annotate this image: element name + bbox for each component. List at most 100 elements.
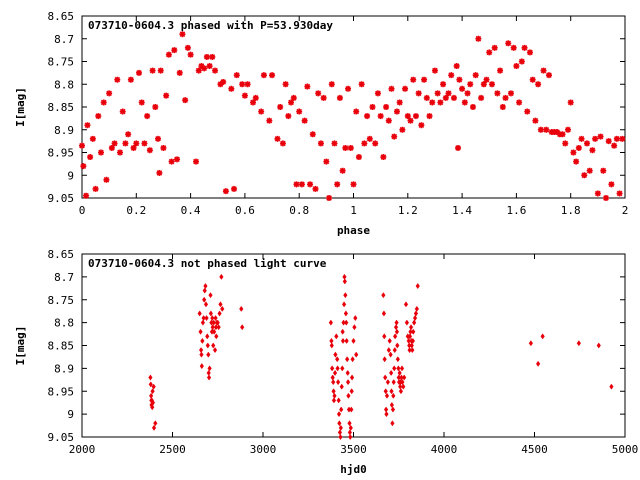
data-point	[146, 147, 153, 154]
data-point	[592, 135, 599, 142]
data-point	[150, 404, 155, 411]
data-point	[387, 337, 392, 344]
data-point	[198, 347, 204, 354]
data-point	[228, 85, 235, 92]
data-point	[456, 76, 463, 83]
data-point	[222, 188, 229, 195]
data-point	[201, 315, 206, 322]
data-point	[389, 401, 394, 409]
data-point	[397, 369, 402, 376]
x-tick-label: 2500	[159, 443, 186, 456]
y-tick-label: 8.7	[54, 33, 74, 46]
data-point	[464, 90, 471, 97]
plot-frame	[81, 15, 626, 199]
data-point	[345, 85, 352, 92]
data-point	[401, 383, 406, 390]
data-point	[329, 342, 334, 349]
x-tick-label: 1.2	[398, 204, 418, 217]
data-point	[385, 117, 392, 124]
y-tick-label: 8.85	[48, 340, 75, 353]
data-point	[410, 337, 415, 344]
data-point	[545, 72, 552, 79]
data-point	[206, 374, 212, 381]
data-point	[415, 282, 420, 290]
data-point	[323, 158, 330, 165]
x-tick-label: 5000	[612, 443, 639, 456]
data-point	[334, 181, 341, 188]
y-tick-label: 9	[67, 408, 74, 421]
data-point	[393, 333, 398, 340]
data-point	[478, 94, 485, 101]
data-point	[483, 76, 490, 83]
data-point	[206, 63, 213, 70]
data-point	[347, 429, 353, 436]
data-point	[440, 81, 447, 88]
data-point	[176, 69, 183, 76]
data-point	[619, 135, 626, 142]
data-point	[472, 72, 479, 79]
data-point	[404, 113, 411, 120]
data-point	[201, 65, 208, 72]
data-point	[600, 167, 607, 174]
x-tick-label: 2	[622, 204, 629, 217]
data-point	[119, 108, 126, 115]
data-point	[160, 144, 167, 151]
y-tick-label: 8.95	[48, 385, 75, 398]
x-tick-label: 0.6	[235, 204, 255, 217]
data-point	[421, 76, 428, 83]
data-point	[382, 356, 387, 363]
data-point	[288, 99, 295, 106]
data-point	[589, 147, 596, 154]
y-tick-label: 8.85	[48, 101, 75, 114]
data-point	[198, 328, 203, 335]
data-point	[215, 319, 220, 326]
data-point	[586, 167, 593, 174]
data-point	[331, 397, 337, 404]
data-point	[381, 310, 387, 317]
data-point	[203, 282, 208, 290]
data-point	[562, 140, 569, 147]
data-point	[349, 388, 354, 395]
data-point	[285, 113, 292, 120]
data-point	[231, 185, 238, 192]
data-point	[334, 333, 339, 340]
data-point	[298, 181, 305, 188]
data-point	[79, 142, 85, 149]
data-point	[413, 310, 419, 317]
data-point	[442, 94, 449, 101]
data-point	[346, 392, 351, 399]
data-point	[317, 140, 324, 147]
data-point	[554, 129, 561, 136]
data-point	[348, 424, 353, 431]
data-point	[157, 67, 164, 74]
data-point	[403, 301, 409, 308]
data-point	[383, 104, 390, 110]
data-point	[355, 154, 362, 161]
data-point	[290, 94, 297, 101]
data-point	[138, 99, 145, 106]
data-point	[597, 133, 604, 140]
data-point	[399, 365, 405, 372]
data-point	[408, 324, 414, 331]
data-point	[524, 108, 531, 115]
plot-frame	[81, 253, 626, 438]
data-point	[184, 44, 191, 51]
data-point	[199, 363, 204, 370]
x-tick-label: 0.4	[181, 204, 201, 217]
data-point	[149, 67, 156, 74]
data-point	[335, 379, 341, 386]
data-point	[122, 140, 129, 147]
data-point	[486, 49, 493, 56]
data-point	[203, 301, 209, 308]
data-point	[345, 369, 350, 376]
data-point	[339, 167, 346, 174]
data-point	[203, 53, 210, 60]
data-point	[391, 392, 396, 399]
data-point	[100, 99, 107, 106]
data-point	[239, 305, 244, 312]
data-point	[312, 185, 319, 192]
data-point	[210, 324, 215, 331]
data-point	[350, 181, 357, 188]
y-tick-label: 8.7	[54, 271, 74, 284]
data-point	[429, 99, 436, 106]
